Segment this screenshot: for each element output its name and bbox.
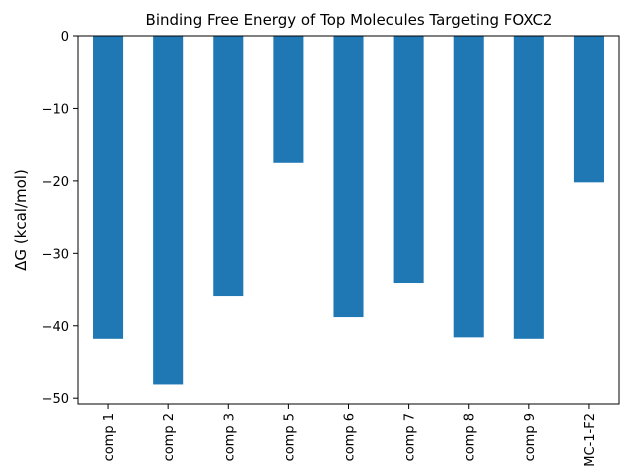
- bar: [513, 36, 544, 339]
- y-tick-label: 0: [61, 30, 69, 45]
- chart-title: Binding Free Energy of Top Molecules Tar…: [146, 11, 553, 29]
- y-tick-label: −20: [42, 175, 69, 190]
- bar: [153, 36, 184, 385]
- y-axis-label: ΔG (kcal/mol): [12, 169, 30, 271]
- x-tick-label: comp 1: [102, 413, 117, 461]
- bar: [93, 36, 124, 339]
- bar: [573, 36, 604, 183]
- plot-frame: [77, 35, 620, 405]
- x-tick-label: comp 9: [523, 413, 538, 461]
- y-tick-label: −10: [42, 102, 69, 117]
- x-tick-label: comp 2: [162, 413, 177, 461]
- bar: [453, 36, 484, 338]
- y-tick-label: −30: [42, 247, 69, 262]
- bar: [213, 36, 244, 297]
- y-tick-label: −40: [42, 320, 69, 335]
- x-tick-label: MC-1-F2: [583, 413, 598, 467]
- bar: [273, 36, 304, 163]
- x-tick-label: comp 6: [343, 413, 358, 461]
- x-tick-label: comp 8: [463, 413, 478, 461]
- x-tick-label: comp 5: [282, 413, 297, 461]
- y-tick-label: −50: [42, 392, 69, 407]
- bar: [393, 36, 424, 284]
- x-tick-label: comp 3: [222, 413, 237, 461]
- bar: [333, 36, 364, 318]
- x-tick-label: comp 7: [403, 413, 418, 461]
